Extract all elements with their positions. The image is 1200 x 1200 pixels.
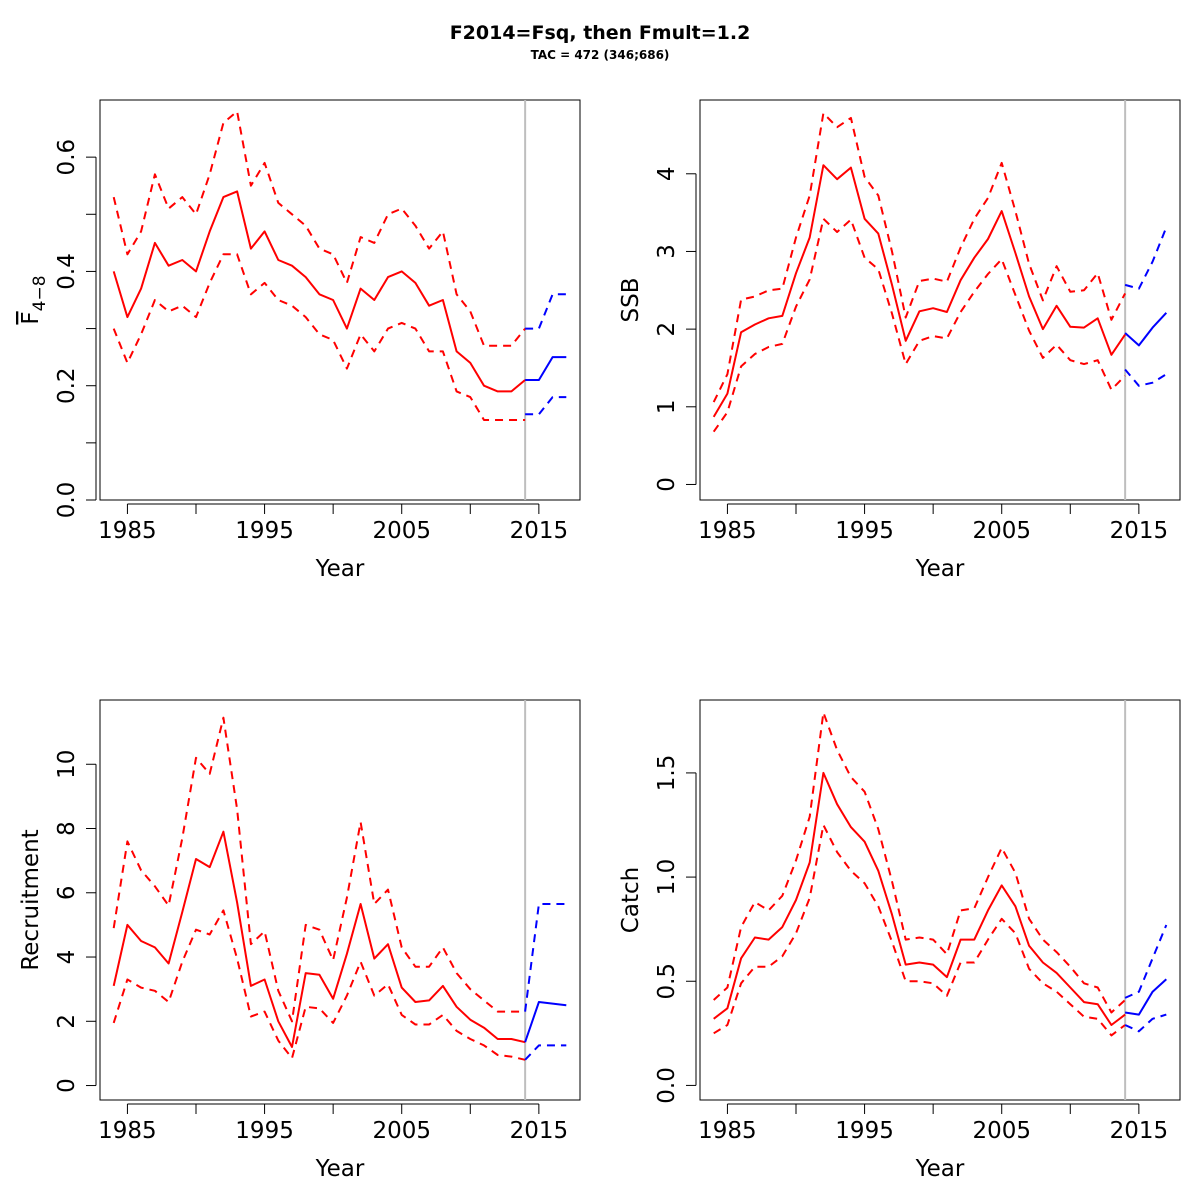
- recruitment-series-forecast-upper: [524, 903, 567, 1012]
- catch-y-tick-label: 0.0: [654, 1067, 680, 1104]
- catch-series-forecast-estimate: [1124, 978, 1167, 1016]
- fbar-series-forecast-lower: [525, 396, 567, 416]
- catch-x-tick-label: 2005: [972, 1118, 1031, 1144]
- fbar-y-axis-label: F4−8: [18, 275, 50, 324]
- fbar-series-upper: [112, 110, 526, 347]
- ssb-series-upper: [712, 112, 1126, 403]
- catch-series-forecast-upper: [1124, 924, 1168, 999]
- recruitment-y-axis-label: Recruitment: [18, 829, 44, 970]
- fbar-series-forecast-upper: [525, 293, 567, 330]
- recruitment-y-tick-label: 2: [54, 1014, 80, 1029]
- recruitment-y-tick-label: 10: [54, 750, 80, 779]
- figure-subtitle: TAC = 472 (346;686): [530, 48, 670, 62]
- catch-series-upper: [713, 711, 1126, 1014]
- ssb-y-tick-label: 2: [654, 322, 680, 337]
- recruitment-y-tick-label: 0: [54, 1078, 80, 1093]
- recruitment-x-tick-label: 2015: [510, 1118, 569, 1144]
- recruitment-series-upper: [112, 716, 526, 1023]
- ssb-x-tick-label: 2015: [1110, 518, 1169, 544]
- ssb-x-axis-label: Year: [915, 556, 965, 582]
- catch-series-lower: [713, 824, 1126, 1037]
- recruitment-x-tick-label: 1985: [98, 1118, 157, 1144]
- ssb-x-tick-label: 1995: [835, 518, 894, 544]
- fbar-x-tick-label: 2005: [372, 518, 431, 544]
- catch-y-tick-label: 1.0: [654, 859, 680, 896]
- recruitment-y-tick-label: 4: [54, 950, 80, 965]
- ssb-x-tick-label: 1985: [698, 518, 757, 544]
- ssb-series-forecast-upper: [1124, 227, 1168, 290]
- fbar-y-tick-label: 0.2: [54, 367, 80, 404]
- catch-x-tick-label: 2015: [1110, 1118, 1169, 1144]
- recruitment-series-forecast-estimate: [524, 1001, 567, 1043]
- ssb-y-axis-label: SSB: [618, 278, 644, 323]
- recruitment-x-tick-label: 2005: [372, 1118, 431, 1144]
- ssb-series-forecast-estimate: [1124, 312, 1168, 347]
- catch-plot-frame: [699, 699, 1181, 1101]
- fbar-x-tick-label: 2015: [510, 518, 569, 544]
- ssb-plot-frame: [699, 99, 1181, 501]
- ssb-series-forecast-lower: [1124, 368, 1167, 387]
- fbar-y-tick-label: 0.4: [54, 253, 80, 290]
- ssb-y-tick-label: 0: [654, 477, 680, 492]
- catch-y-tick-label: 1.5: [654, 755, 680, 792]
- fbar-series-forecast-estimate: [525, 356, 567, 381]
- recruitment-x-tick-label: 1995: [235, 1118, 294, 1144]
- fbar-series-estimate: [112, 190, 526, 393]
- catch-x-tick-label: 1995: [835, 1118, 894, 1144]
- fbar-x-tick-label: 1985: [98, 518, 157, 544]
- catch-series-forecast-lower: [1124, 1013, 1167, 1033]
- catch-series-estimate: [713, 771, 1126, 1026]
- ssb-y-tick-label: 1: [654, 399, 680, 414]
- recruitment-y-tick-label: 6: [54, 885, 80, 900]
- fbar-x-axis-label: Year: [315, 556, 365, 582]
- fbar-y-tick-label: 0.0: [54, 482, 80, 519]
- ssb-y-tick-label: 3: [654, 244, 680, 259]
- fbar-series-lower: [112, 253, 526, 421]
- ssb-x-tick-label: 2005: [972, 518, 1031, 544]
- fbar-x-tick-label: 1995: [235, 518, 294, 544]
- fbar-y-tick-label: 0.6: [54, 139, 80, 176]
- ssb-series-estimate: [712, 164, 1126, 418]
- recruitment-y-tick-label: 8: [54, 821, 80, 836]
- fbar-plot-frame: [99, 99, 581, 501]
- catch-y-tick-label: 0.5: [654, 963, 680, 1000]
- figure-title: F2014=Fsq, then Fmult=1.2: [449, 22, 751, 44]
- recruitment-plot-frame: [99, 699, 581, 1101]
- recruitment-series-lower: [112, 909, 526, 1061]
- catch-y-axis-label: Catch: [618, 867, 644, 933]
- catch-x-tick-label: 1985: [698, 1118, 757, 1144]
- ssb-y-tick-label: 4: [654, 166, 680, 181]
- recruitment-x-axis-label: Year: [315, 1156, 365, 1182]
- catch-x-axis-label: Year: [915, 1156, 965, 1182]
- recruitment-series-estimate: [112, 830, 526, 1048]
- ssb-series-lower: [712, 217, 1126, 433]
